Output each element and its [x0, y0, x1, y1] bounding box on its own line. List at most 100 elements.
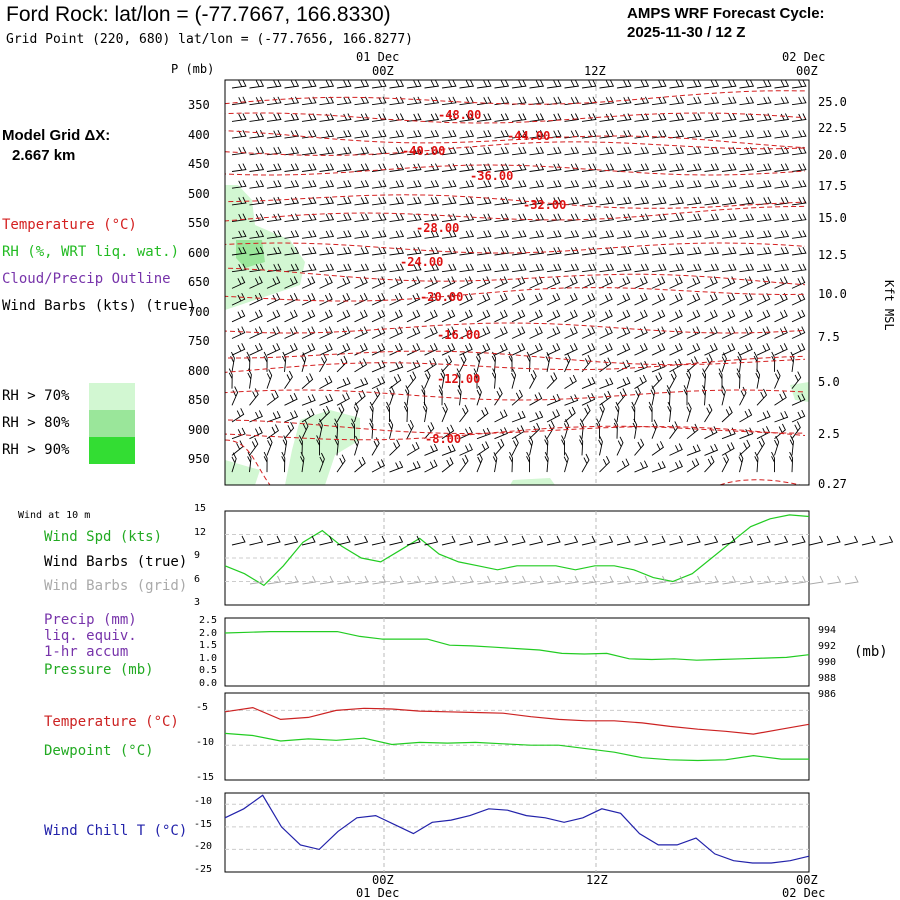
wind-barb: [771, 451, 775, 473]
wind-barb: [231, 163, 247, 172]
wind-barb: [266, 276, 281, 289]
wind-barb: [564, 246, 580, 256]
wind-barb: [529, 343, 543, 356]
sfc-wind-barb-grid: [757, 575, 772, 585]
isotherm-label: -44.00: [507, 129, 550, 143]
wind-barb: [354, 456, 366, 473]
wind-barb: [231, 427, 246, 440]
wind-barb: [599, 230, 615, 239]
height-axis-label: Kft MSL: [882, 280, 896, 331]
wind-barb: [546, 326, 561, 339]
wind-barb: [336, 180, 352, 189]
wind-barb: [441, 355, 453, 373]
wind-barb: [667, 401, 672, 423]
wind-barb: [389, 309, 403, 323]
wind-barb: [231, 180, 247, 189]
wind-barb: [424, 113, 440, 122]
wind-barb: [721, 309, 736, 323]
sfc-wind-barb: [844, 535, 859, 546]
wind-barb: [529, 370, 537, 389]
isotherm-line: [224, 90, 806, 105]
wind-barb: [546, 343, 561, 356]
wind-barb: [266, 343, 281, 356]
wind-barb: [546, 409, 560, 423]
wind-barb: [476, 276, 491, 289]
chill-y-tick: -25: [194, 864, 213, 875]
isotherm-line: [224, 287, 806, 302]
wind-barb: [511, 146, 527, 156]
wind-barb: [529, 422, 541, 440]
wind-barb: [476, 180, 492, 189]
rh70-area-bottom: [510, 478, 555, 485]
precip-y-tick: 2.0: [199, 627, 218, 639]
wind-barb: [564, 146, 580, 156]
wind-barb: [634, 213, 650, 223]
wind-barb: [476, 427, 491, 440]
wind-barb: [704, 146, 720, 156]
wind-barb: [651, 461, 666, 473]
wind-barb: [669, 230, 685, 239]
wind-barb: [721, 442, 735, 456]
sfc-wind-barb: [669, 535, 684, 546]
wind-barb: [424, 422, 435, 439]
wind-barb: [336, 309, 351, 323]
wind-barb: [669, 113, 685, 122]
wind-barb: [494, 326, 508, 339]
wind-barb: [284, 292, 298, 306]
sfc-wind-barb: [739, 535, 754, 546]
wind-barb: [459, 196, 475, 206]
wind-barb: [406, 326, 421, 339]
wind-barb: [788, 451, 794, 473]
wind-barb: [546, 372, 558, 389]
wind-barb: [459, 343, 473, 356]
wind-barb: [686, 402, 692, 423]
wind-barb: [266, 113, 282, 122]
wind-barb: [441, 129, 457, 139]
precip-panel-series-line: [224, 630, 810, 661]
wind-barb: [266, 436, 273, 456]
wind-barb: [389, 460, 404, 473]
precip-accum-label: 1-hr accum: [44, 644, 129, 660]
sfc-wind-barb: [441, 535, 456, 546]
wind-barb: [424, 196, 440, 206]
wind-barb: [721, 343, 736, 356]
wind-barb: [686, 196, 702, 206]
pressure-tick-label: 950: [188, 452, 210, 466]
top-date-end: 02 Dec: [782, 50, 826, 64]
wind-barb: [686, 180, 702, 189]
wind-barb: [301, 129, 317, 139]
sfc-wind-barb-grid: [442, 575, 457, 585]
wind-barb: [421, 385, 426, 406]
wind-barb: [774, 326, 788, 339]
wind-barb: [284, 343, 298, 356]
wind-barb: [389, 373, 402, 389]
pressure-y-tick: 994: [818, 625, 837, 636]
wind-barb: [774, 180, 790, 189]
rh90-label: RH > 90%: [2, 442, 70, 458]
wind-barb: [389, 113, 405, 122]
temp-panel-series-line: [224, 732, 809, 762]
wind-barb: [561, 435, 565, 456]
wind-barb: [476, 146, 492, 156]
wind-barb: [319, 163, 335, 172]
wind-barb: [599, 276, 613, 289]
wind-barb: [546, 146, 562, 156]
wind-barb: [774, 230, 790, 239]
wind-barb: [494, 230, 510, 239]
wind-barb: [441, 180, 457, 189]
sfc-wind-barb: [809, 535, 824, 546]
wind-barb: [529, 79, 545, 89]
wind-barb: [721, 263, 737, 273]
pressure-tick-label: 500: [188, 186, 210, 201]
wind-barb: [599, 455, 610, 473]
wind-barb: [599, 163, 615, 172]
wind-barb: [563, 452, 569, 473]
wind-barb: [791, 129, 807, 139]
wind-barb: [651, 246, 667, 256]
wind-barb: [686, 163, 702, 172]
wind-barb: [389, 79, 405, 89]
wind-barb: [371, 276, 386, 289]
wind-barb: [704, 113, 720, 122]
wind-barb: [774, 435, 780, 456]
wind-barb: [511, 410, 526, 423]
